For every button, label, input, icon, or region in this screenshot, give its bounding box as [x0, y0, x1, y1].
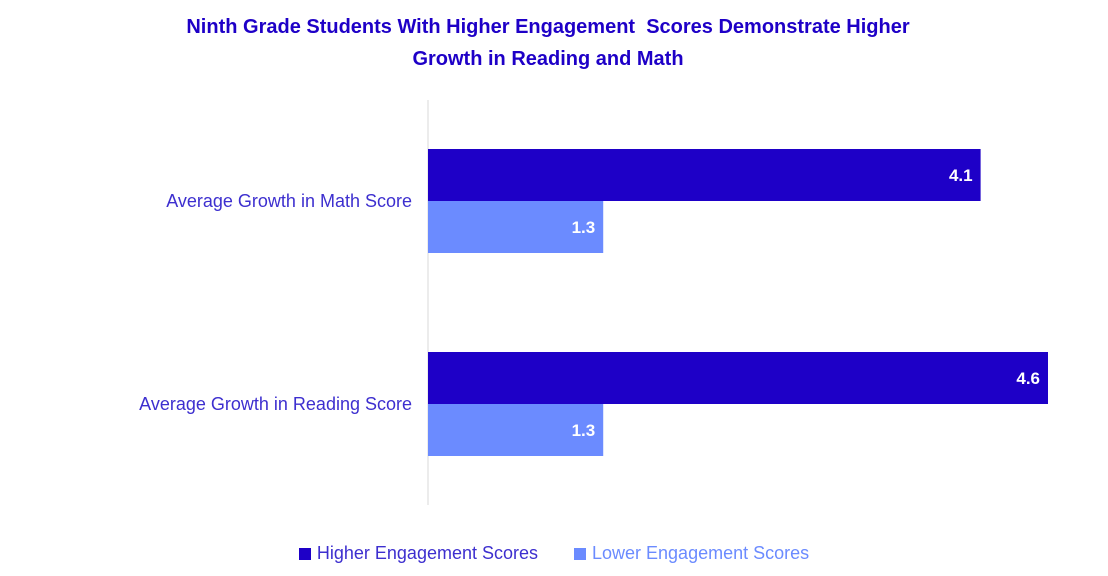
category-label: Average Growth in Reading Score: [139, 394, 412, 414]
data-label: 4.6: [1016, 369, 1040, 388]
legend-label-lower: Lower Engagement Scores: [592, 543, 810, 563]
data-label: 4.1: [949, 166, 973, 185]
bar-higher[interactable]: [428, 352, 1048, 404]
legend-item-higher[interactable]: Higher Engagement Scores: [298, 543, 538, 564]
category-label: Average Growth in Math Score: [166, 191, 412, 211]
legend-swatch-lower: [574, 547, 586, 560]
chart-title-line-2: Growth in Reading and Math: [412, 48, 684, 70]
legend-label-higher: Higher Engagement Scores: [316, 543, 538, 563]
legend-item-lower[interactable]: Lower Engagement Scores: [574, 543, 809, 564]
data-label: 1.3: [572, 421, 596, 440]
bar-higher[interactable]: [428, 149, 981, 201]
data-label: 1.3: [572, 218, 596, 237]
bar-lower[interactable]: [428, 201, 604, 253]
legend: Higher Engagement Scores Lower Engagemen…: [0, 543, 1108, 564]
chart-title: Ninth Grade Students With Higher Engagem…: [0, 11, 1096, 75]
legend-swatch-higher: [298, 547, 311, 560]
bar-lower[interactable]: [428, 404, 604, 456]
chart-title-line-1: Ninth Grade Students With Higher Engagem…: [186, 16, 910, 38]
